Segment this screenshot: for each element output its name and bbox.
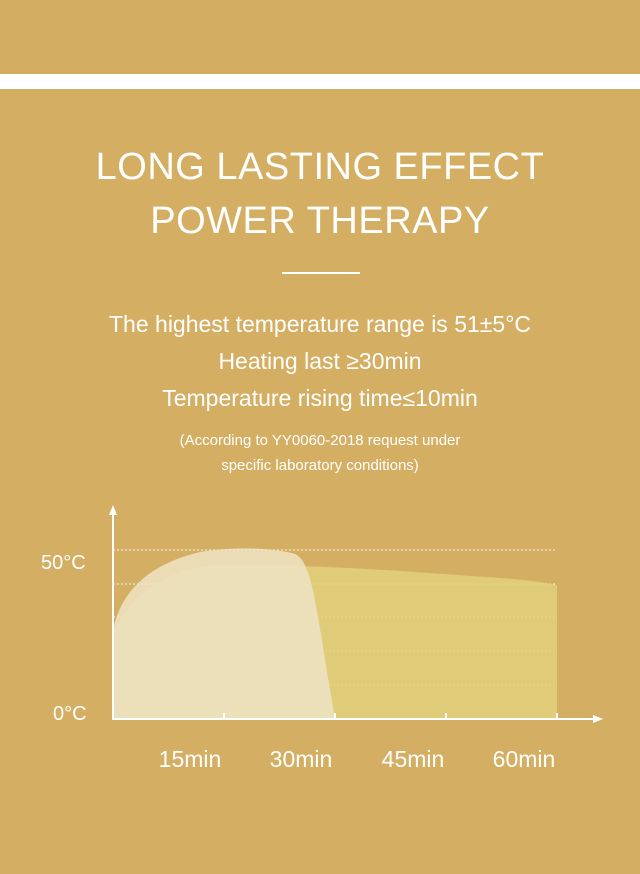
short-heating-curve bbox=[113, 548, 335, 719]
lab-condition-note: (According to YY0060-2018 request under … bbox=[0, 428, 640, 478]
spec-heating-duration: Heating last ≥30min bbox=[218, 348, 422, 374]
spec-list: The highest temperature range is 51±5°C … bbox=[0, 306, 640, 417]
x-axis-ticks bbox=[223, 713, 558, 719]
title-underline bbox=[282, 272, 360, 274]
x-axis-arrow-icon bbox=[593, 715, 603, 723]
note-line-1: (According to YY0060-2018 request under bbox=[179, 432, 461, 449]
x-tick-label-60: 60min bbox=[493, 746, 556, 772]
page-title: LONG LASTING EFFECT POWER THERAPY bbox=[0, 140, 640, 248]
title-line-1: LONG LASTING EFFECT bbox=[95, 146, 545, 188]
note-line-2: specific laboratory conditions) bbox=[221, 457, 419, 474]
title-line-2: POWER THERAPY bbox=[150, 200, 490, 242]
top-band bbox=[0, 0, 640, 74]
chart-axes bbox=[112, 512, 596, 720]
spec-max-temperature: The highest temperature range is 51±5°C bbox=[109, 311, 531, 337]
spec-rising-time: Temperature rising time≤10min bbox=[162, 385, 478, 411]
y-tick-label-50: 50°C bbox=[41, 552, 86, 574]
y-axis-arrow-icon bbox=[109, 505, 117, 515]
y-tick-label-0: 0°C bbox=[53, 703, 87, 725]
x-tick-label-45: 45min bbox=[382, 746, 445, 772]
divider-line bbox=[0, 74, 640, 89]
x-tick-label-30: 30min bbox=[270, 746, 333, 772]
x-tick-label-15: 15min bbox=[159, 746, 222, 772]
